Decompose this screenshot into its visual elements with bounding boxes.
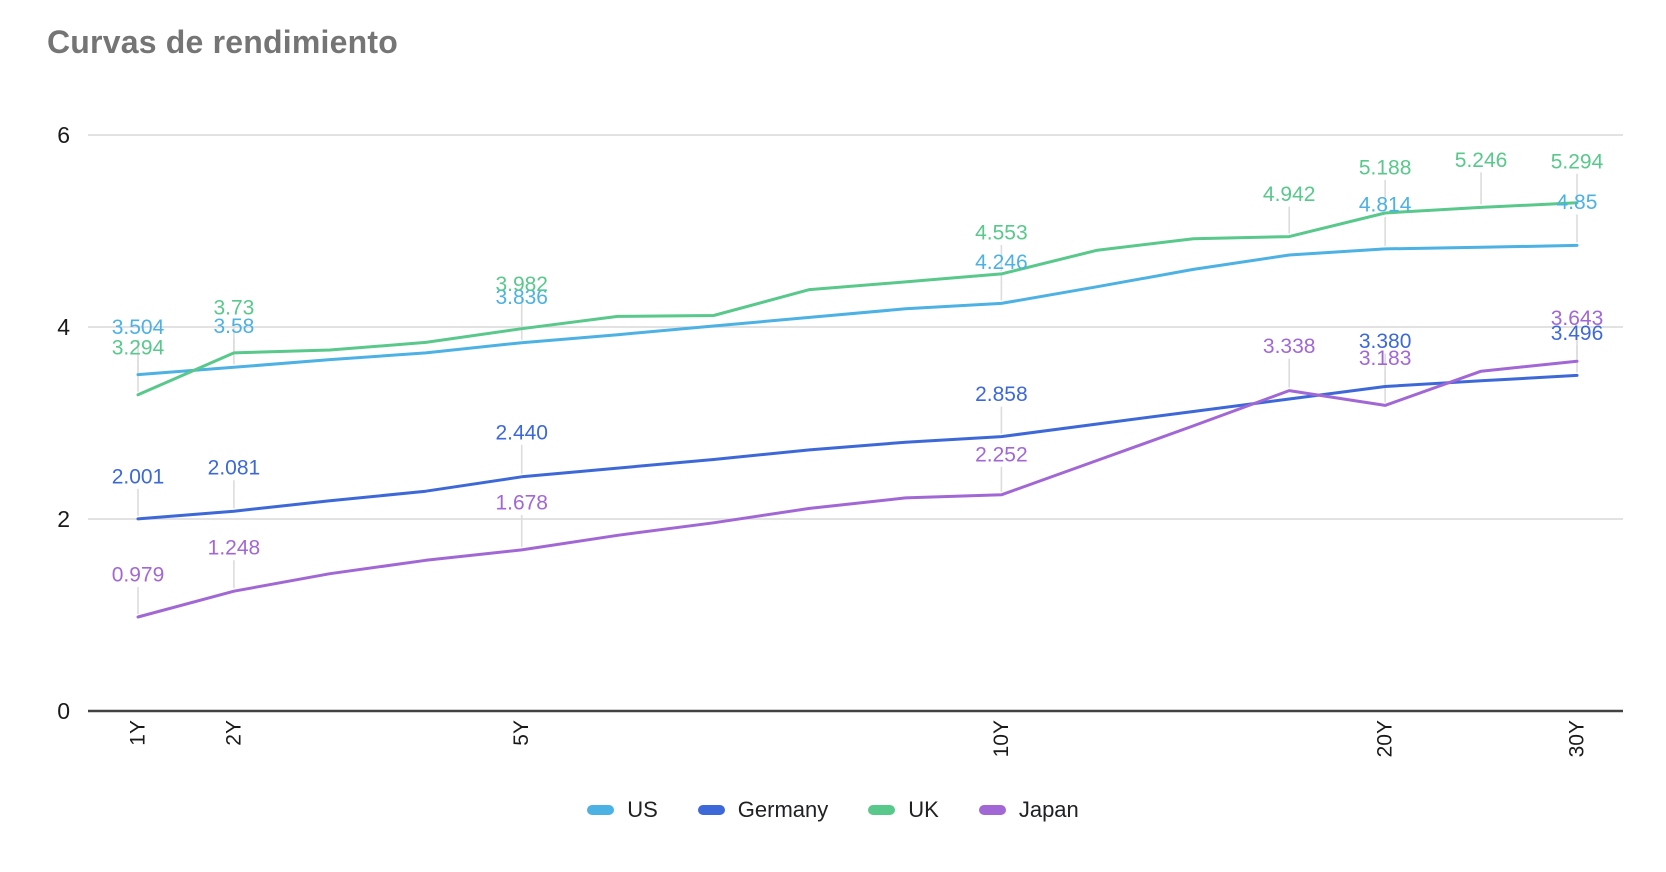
legend-swatch-japan <box>978 805 1006 815</box>
y-axis-tick-label: 4 <box>57 314 70 340</box>
data-label-uk: 5.188 <box>1359 156 1412 179</box>
legend-item-germany[interactable]: Germany <box>697 797 829 823</box>
data-label-japan: 3.643 <box>1551 307 1604 330</box>
data-label-us: 4.246 <box>975 251 1028 274</box>
x-axis-tick-label-5Y: 5Y <box>510 720 533 746</box>
y-axis-tick-label: 6 <box>57 122 70 148</box>
x-axis-tick-label-20Y: 20Y <box>1374 720 1397 757</box>
legend-label: Germany <box>737 797 829 822</box>
data-label-uk: 4.942 <box>1263 183 1316 206</box>
data-label-japan: 3.338 <box>1263 335 1316 358</box>
series-line-japan[interactable] <box>136 359 1579 619</box>
data-label-uk: 3.294 <box>112 336 165 359</box>
series-line-germany[interactable] <box>136 373 1579 521</box>
data-label-us: 3.58 <box>213 315 254 338</box>
data-label-us: 3.504 <box>112 316 165 339</box>
data-label-us: 4.85 <box>1557 191 1598 214</box>
data-label-germany: 2.001 <box>112 465 165 488</box>
legend: US Germany UK Japan <box>0 790 1666 830</box>
data-label-japan: 2.252 <box>975 443 1028 466</box>
y-axis-tick-label: 0 <box>57 698 70 724</box>
legend-swatch-germany <box>697 805 725 815</box>
data-label-germany: 2.081 <box>208 457 261 480</box>
data-label-japan: 1.678 <box>495 491 548 514</box>
data-label-uk: 3.982 <box>495 273 548 296</box>
data-label-germany: 2.440 <box>495 421 548 444</box>
legend-item-uk[interactable]: UK <box>868 797 939 823</box>
series-line-us[interactable] <box>136 243 1579 377</box>
x-axis-tick-label-10Y: 10Y <box>990 720 1013 757</box>
data-label-germany: 3.496 <box>1551 322 1604 345</box>
x-axis-tick-label-30Y: 30Y <box>1565 720 1588 757</box>
chart-title: Curvas de rendimiento <box>47 24 398 60</box>
legend-swatch-us <box>587 805 615 815</box>
legend-swatch-uk <box>868 805 896 815</box>
legend-item-japan[interactable]: Japan <box>978 797 1079 823</box>
series-line-uk[interactable] <box>136 201 1579 397</box>
legend-item-us[interactable]: US <box>587 797 658 823</box>
data-label-uk: 4.553 <box>975 221 1028 244</box>
data-label-us: 3.836 <box>495 286 548 309</box>
data-label-japan: 1.248 <box>208 537 261 560</box>
legend-label: UK <box>908 797 939 822</box>
legend-label: Japan <box>1018 797 1079 822</box>
y-axis-tick-label: 2 <box>57 506 70 532</box>
x-axis-tick-label-2Y: 2Y <box>222 720 245 746</box>
data-label-japan: 0.979 <box>112 564 165 587</box>
legend-label: US <box>627 797 658 822</box>
x-axis-tick-label-1Y: 1Y <box>127 720 150 746</box>
data-label-us: 4.814 <box>1359 193 1412 216</box>
data-label-germany: 2.858 <box>975 383 1028 406</box>
data-label-uk: 3.73 <box>213 296 254 319</box>
data-label-uk: 5.294 <box>1551 150 1604 173</box>
data-label-japan: 3.183 <box>1359 347 1412 370</box>
data-label-germany: 3.380 <box>1359 330 1412 353</box>
data-label-uk: 5.246 <box>1455 149 1508 172</box>
